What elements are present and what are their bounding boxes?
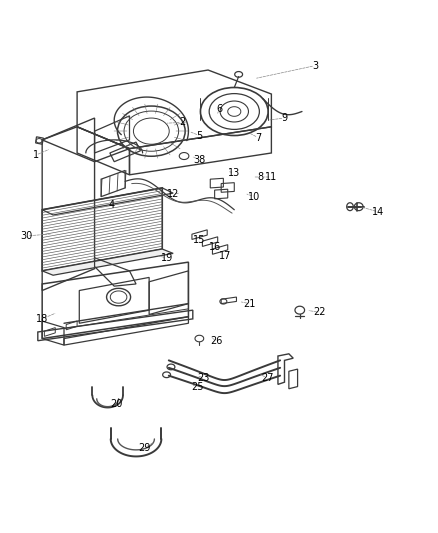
Text: 7: 7 [255,133,261,143]
Text: 15: 15 [193,235,205,245]
Text: 20: 20 [110,399,123,409]
Text: 14: 14 [372,207,385,217]
Text: 23: 23 [198,373,210,383]
Text: 13: 13 [228,168,240,177]
Text: 38: 38 [193,155,205,165]
Text: 16: 16 [208,242,221,252]
Text: 6: 6 [216,104,222,114]
Text: 21: 21 [244,298,256,309]
Text: 12: 12 [167,189,179,199]
Text: 2: 2 [179,117,185,127]
Text: 11: 11 [265,172,278,182]
Text: 27: 27 [261,373,273,383]
Text: 25: 25 [191,382,203,392]
Text: 3: 3 [312,61,318,71]
Text: 18: 18 [36,314,48,324]
Text: 29: 29 [138,443,151,453]
Text: 8: 8 [258,172,264,182]
Text: 30: 30 [21,231,33,241]
Text: 4: 4 [109,200,115,211]
Text: 26: 26 [211,336,223,346]
Polygon shape [42,249,173,275]
Text: 19: 19 [160,253,173,263]
Text: 22: 22 [313,308,326,317]
Text: 1: 1 [32,150,39,160]
Text: 10: 10 [248,192,260,201]
Text: 17: 17 [219,251,232,261]
Text: 9: 9 [282,113,288,123]
Text: 5: 5 [196,131,202,141]
